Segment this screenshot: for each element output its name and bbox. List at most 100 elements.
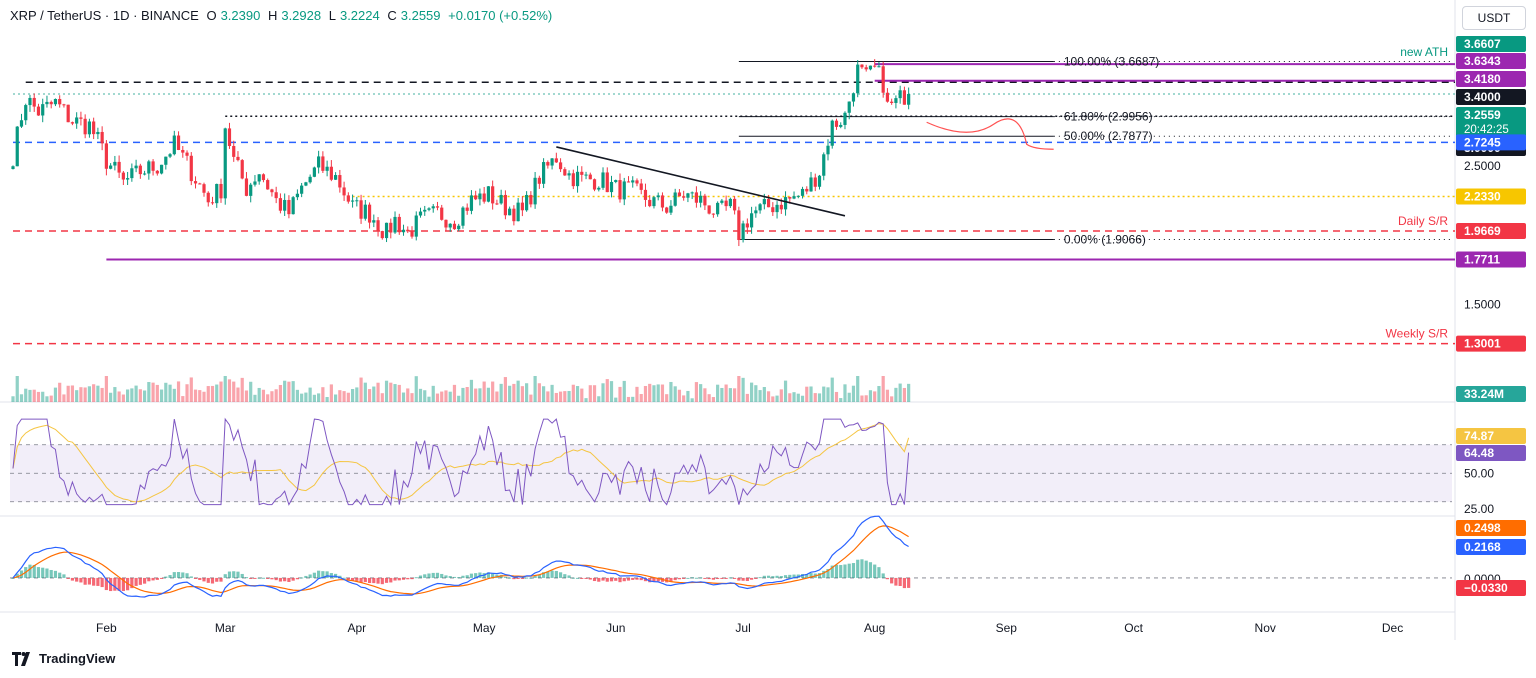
macd-histogram-bar: [393, 577, 397, 581]
macd-histogram-bar: [605, 577, 609, 582]
volume-bar: [839, 398, 843, 402]
time-tick: Jun: [606, 621, 625, 635]
rsi-tag-bg: [1456, 445, 1526, 461]
volume-bar: [440, 391, 444, 402]
macd-histogram-bar: [834, 564, 839, 578]
candle-body: [410, 231, 414, 237]
volume-bar: [554, 392, 558, 402]
macd-histogram-bar: [881, 573, 885, 578]
macd-histogram-bar: [771, 576, 775, 578]
macd-hist-tag: −0.0330: [1464, 581, 1508, 595]
candle-body: [58, 98, 62, 105]
rsi-tick: 50.00: [1464, 466, 1494, 480]
volume-bar: [567, 390, 571, 402]
macd-histogram-bar: [864, 560, 868, 578]
volume-bar: [414, 376, 418, 402]
macd-histogram-bar: [151, 577, 155, 581]
candle-body: [414, 215, 418, 237]
candle-body: [113, 161, 117, 166]
price-tag-bg: [1456, 71, 1526, 87]
time-axis[interactable]: Feb Mar Apr May Jun Jul Aug Sep Oct Nov Dec: [96, 621, 1403, 635]
volume-bar: [779, 389, 783, 402]
macd-histogram-bar: [185, 573, 189, 578]
candle-body: [45, 101, 49, 105]
candle-body: [669, 205, 673, 213]
volume-bar: [244, 390, 249, 402]
candle-body: [686, 193, 690, 198]
volume-bar: [346, 392, 350, 402]
fib-label: 61.80% (2.9956): [1064, 110, 1153, 124]
volume-bar: [283, 380, 287, 402]
volume-bar: [749, 382, 754, 402]
macd-histogram-bar: [359, 577, 363, 583]
volume-bar: [189, 377, 193, 402]
macd-histogram-bar: [36, 567, 41, 578]
rsi-tag: 64.48: [1464, 446, 1494, 460]
candle-body: [232, 146, 236, 157]
volume-bar: [355, 387, 359, 402]
volume-bar: [877, 386, 881, 402]
volume-bar: [431, 385, 435, 402]
rsi-tick: 25.00: [1464, 502, 1494, 516]
volume-bar: [775, 395, 779, 402]
symbol-title[interactable]: XRP / TetherUS · 1D · BINANCE: [10, 8, 199, 23]
candle-body: [737, 210, 741, 241]
volume-bar: [410, 393, 414, 402]
macd-histogram-bar: [418, 575, 423, 578]
chart-gridlines: [0, 0, 1456, 640]
candle-body: [648, 199, 652, 207]
tradingview-logo[interactable]: TradingView: [12, 651, 115, 666]
macd-histogram-bar: [435, 572, 440, 578]
macd-histogram-bar: [788, 574, 792, 578]
price-tag: 3.4000: [1464, 90, 1501, 104]
volume-bar: [134, 385, 138, 402]
time-tick: May: [473, 621, 496, 635]
volume-bar: [338, 390, 342, 402]
candle-body: [431, 206, 435, 209]
candle-body: [682, 196, 686, 198]
macd-histogram-bar: [851, 563, 856, 578]
volume-bar: [79, 387, 83, 402]
candle-body: [253, 181, 257, 185]
candle-body: [796, 195, 800, 197]
macd-histogram-bar: [45, 568, 49, 578]
candle-body: [503, 194, 507, 216]
volume-bar: [588, 385, 592, 402]
macd-histogram-bar: [410, 577, 414, 580]
volume-bar: [181, 396, 185, 402]
volume-bar: [694, 382, 699, 402]
macd-histogram-bar: [677, 577, 682, 580]
macd-histogram-bar: [537, 574, 541, 578]
currency-selector[interactable]: USDT: [1462, 6, 1526, 30]
candle-body: [495, 203, 499, 205]
candle-body: [138, 165, 142, 175]
macd-histogram-bar: [113, 577, 117, 591]
price-tag: 2.7245: [1464, 135, 1501, 149]
volume-bar: [291, 381, 295, 402]
price-tag-bg: [1456, 335, 1526, 352]
candle-body: [19, 120, 24, 127]
macd-histogram-bar: [707, 577, 711, 580]
volume-bar: [41, 391, 45, 402]
candle-body: [53, 98, 58, 105]
candle-body: [236, 156, 240, 161]
price-tag-bg: [1456, 223, 1526, 240]
annotations[interactable]: [556, 118, 1054, 217]
candle-body: [771, 207, 775, 213]
macd-histogram-bar: [491, 573, 495, 578]
candle-body: [529, 194, 533, 205]
fibonacci-retracement[interactable]: 100.00% (3.6687) 61.80% (2.9956) 50.00% (2…: [738, 55, 1452, 247]
macd-histogram-bar: [809, 573, 813, 578]
candle-body: [656, 195, 660, 198]
macd-histogram-bar: [62, 574, 66, 578]
volume-bar: [87, 386, 92, 402]
candle-body: [834, 120, 839, 127]
candle-body: [130, 168, 134, 179]
candle-body: [512, 208, 516, 222]
price-axis[interactable]: 2.5000 1.5000 50.00 25.00 3.6607 3.6343 3.4180…: [1456, 36, 1526, 596]
macd-histogram-bar: [300, 577, 304, 579]
volume-bar: [312, 394, 316, 402]
candle-body: [720, 200, 724, 203]
